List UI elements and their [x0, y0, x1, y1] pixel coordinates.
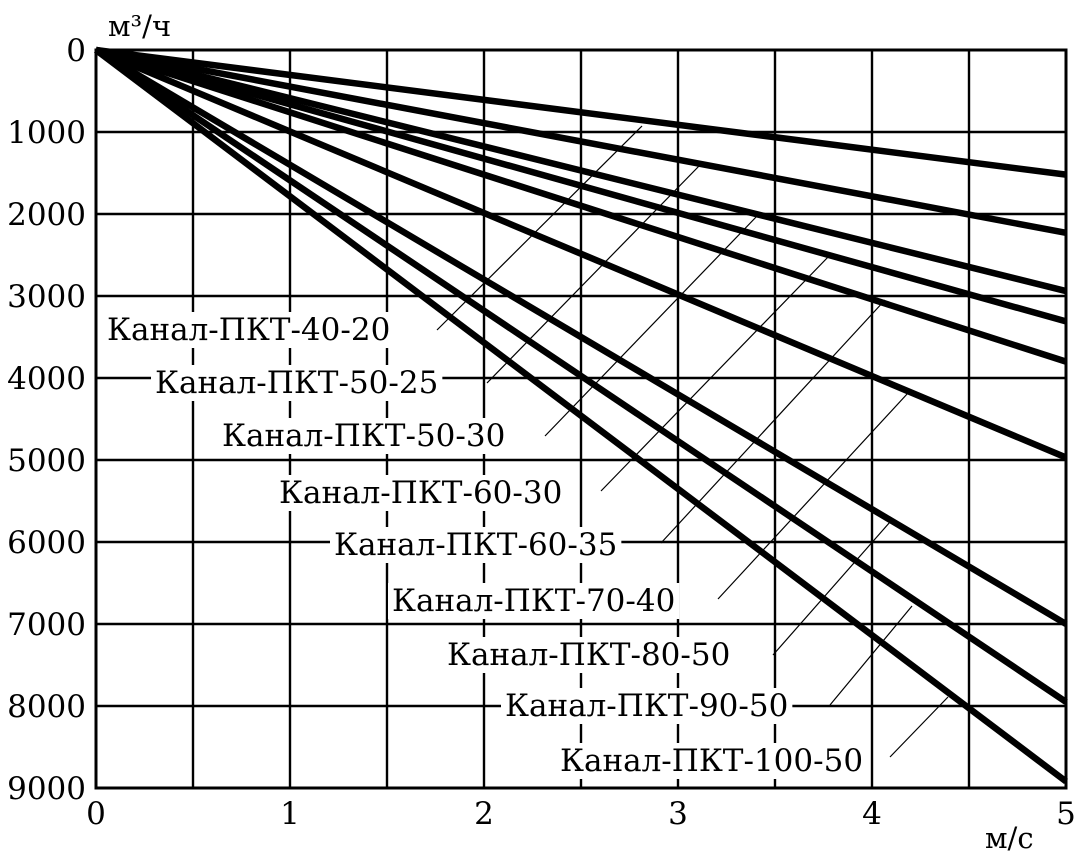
series-line: [94, 47, 1068, 627]
series-line: [95, 46, 1067, 178]
series-label-background: [443, 637, 735, 673]
y-tick-label: 0: [66, 33, 86, 69]
y-tick-label: 7000: [7, 607, 86, 643]
x-tick-label: 3: [668, 796, 688, 832]
series-label: Канал-ПКТ-60-30: [279, 475, 562, 511]
label-leader-line: [889, 696, 949, 758]
series-line: [95, 46, 1067, 237]
series-label: Канал-ПКТ-100-50: [560, 743, 863, 779]
series-label-background: [151, 365, 443, 401]
label-leader-line: [600, 254, 831, 492]
x-tick-label: 2: [474, 796, 494, 832]
x-tick-label: 1: [280, 796, 300, 832]
series-label-background: [388, 583, 680, 619]
x-tick-label: 5: [1056, 796, 1074, 832]
label-leader-line: [717, 392, 909, 600]
y-tick-label: 1000: [7, 115, 86, 151]
series-label: Канал-ПКТ-40-20: [107, 312, 390, 348]
series-line: [95, 46, 1067, 365]
series-label-background: [330, 527, 622, 563]
series-line: [94, 47, 1068, 461]
y-axis-unit: м³/ч: [108, 9, 171, 43]
label-leader-line: [436, 125, 643, 331]
series-label: Канал-ПКТ-90-50: [505, 688, 788, 724]
series-line: [94, 47, 1068, 785]
y-tick-label: 5000: [7, 443, 86, 479]
label-leader-line: [486, 164, 701, 384]
label-leader-line: [544, 214, 759, 437]
y-tick-label: 9000: [7, 771, 86, 807]
x-tick-label: 4: [862, 796, 882, 832]
series-label-background: [275, 475, 567, 511]
series-label-background: [556, 743, 868, 779]
series-label-background: [501, 688, 793, 724]
series-label: Канал-ПКТ-80-50: [447, 637, 730, 673]
series-line: [94, 47, 1068, 705]
series-lines: [94, 46, 1068, 785]
y-tick-label: 3000: [7, 279, 86, 315]
series-label: Канал-ПКТ-60-35: [334, 527, 617, 563]
series-label: Канал-ПКТ-70-40: [392, 583, 675, 619]
plot-frame: [94, 48, 1068, 790]
y-tick-label: 8000: [7, 689, 86, 725]
series-line: [95, 46, 1067, 325]
x-axis-unit: м/с: [985, 821, 1034, 855]
series-label: Канал-ПКТ-50-25: [155, 365, 438, 401]
label-leader-lines: [436, 125, 949, 758]
y-tick-label: 4000: [7, 361, 86, 397]
series-label: Канал-ПКТ-50-30: [222, 418, 505, 454]
x-tick-label: 0: [86, 796, 106, 832]
series-label-background: [103, 312, 395, 348]
label-leader-line: [829, 605, 913, 706]
label-leader-line: [772, 521, 891, 656]
y-tick-label: 2000: [7, 197, 86, 233]
y-tick-label: 6000: [7, 525, 86, 561]
series-line: [95, 46, 1067, 295]
label-leader-line: [660, 299, 886, 544]
series-label-background: [218, 418, 510, 454]
series-labels: Канал-ПКТ-40-20 Канал-ПКТ-50-25 Канал-ПКТ-…: [103, 312, 868, 779]
